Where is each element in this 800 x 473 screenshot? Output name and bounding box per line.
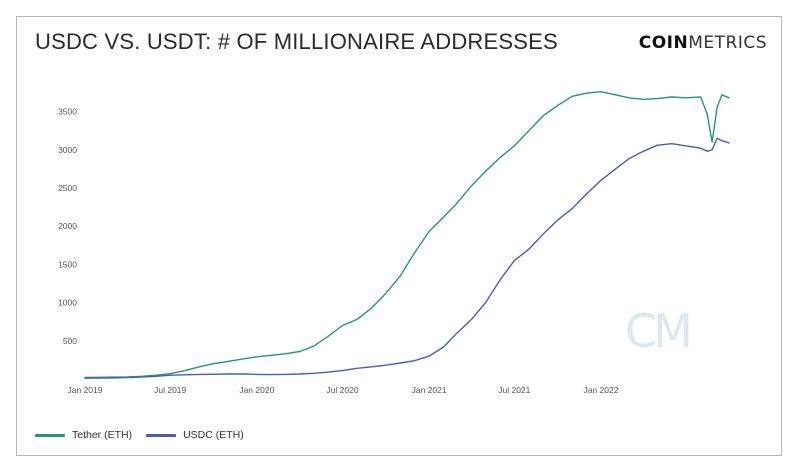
x-axis-ticks: Jan 2019 Jul 2019 Jan 2020 Jul 2020 Jan 2021… <box>68 385 619 395</box>
y-tick-label: 2000 <box>58 221 77 231</box>
legend: Tether (ETH) USDC (ETH) <box>35 429 258 441</box>
y-axis-ticks: 500 1000 1500 2000 2500 3000 3500 <box>58 107 77 346</box>
x-tick-label: Jul 2019 <box>154 385 186 395</box>
legend-item-tether[interactable]: Tether (ETH) <box>35 429 132 441</box>
y-tick-label: 500 <box>63 336 77 346</box>
series-line-tether <box>84 90 730 379</box>
y-tick-label: 1500 <box>58 259 77 269</box>
x-tick-label: Jul 2020 <box>326 385 358 395</box>
x-tick-label: Jan 2021 <box>412 385 447 395</box>
y-tick-label: 2500 <box>58 183 77 193</box>
watermark-group: CM <box>625 304 693 358</box>
y-tick-label: 3500 <box>58 107 77 117</box>
watermark-logo: CM <box>625 304 689 358</box>
brand-logo-light: METRICS <box>688 33 767 53</box>
series-line-usdc <box>84 137 730 379</box>
series-lines <box>84 90 730 379</box>
legend-swatch-usdc <box>146 433 177 437</box>
legend-label-tether: Tether (ETH) <box>72 429 133 441</box>
y-tick-label: 1000 <box>58 298 77 308</box>
legend-label-usdc: USDC (ETH) <box>183 429 244 441</box>
x-tick-label: Jan 2020 <box>239 385 274 395</box>
chart-title: USDC VS. USDT: # OF MILLIONAIRE ADDRESSE… <box>35 29 558 54</box>
x-tick-label: Jan 2019 <box>68 385 103 395</box>
x-tick-label: Jan 2022 <box>583 385 618 395</box>
legend-swatch-tether <box>35 433 65 437</box>
y-tick-label: 3000 <box>58 145 77 155</box>
chart-card: USDC VS. USDT: # OF MILLIONAIRE ADDRESSE… <box>16 16 782 456</box>
x-tick-label: Jul 2021 <box>498 385 530 395</box>
brand-logo-bold: COIN <box>638 33 689 53</box>
legend-item-usdc[interactable]: USDC (ETH) <box>146 429 244 441</box>
brand-logo: COINMETRICS <box>639 33 767 53</box>
